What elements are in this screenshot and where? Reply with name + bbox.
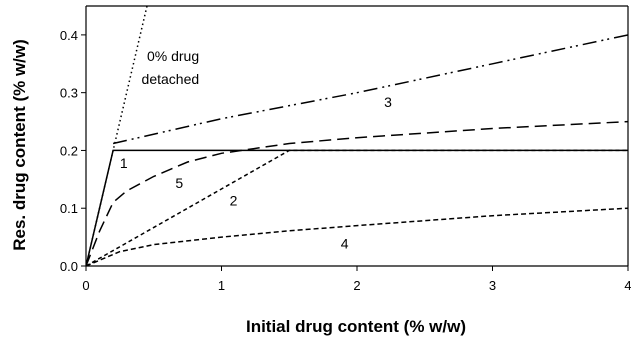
curve-2 [86, 149, 628, 266]
annotations-layer: 0% drug detached 1 2 3 4 5 [120, 48, 392, 252]
x-tick-label: 4 [624, 278, 631, 293]
annotation-label: 5 [175, 175, 183, 191]
y-tick-label: 0.2 [60, 143, 78, 158]
x-tick-label: 1 [218, 278, 225, 293]
y-tick-label: 0.1 [60, 201, 78, 216]
annotation-label: 2 [230, 192, 238, 208]
curves-layer [86, 6, 628, 266]
y-axis-title: Res. drug content (% w/w) [10, 39, 29, 251]
y-tick-label: 0.3 [60, 86, 78, 101]
curve-3 [86, 149, 628, 266]
annotation-label: 1 [120, 155, 128, 171]
y-tick-label: 0.0 [60, 259, 78, 274]
annotation-label: 4 [341, 236, 349, 252]
plot-frame [85, 5, 629, 267]
annotation-label: 3 [384, 94, 392, 110]
annotation-label: 0% drug [147, 48, 199, 64]
x-tick-label: 3 [489, 278, 496, 293]
curve-4 [112, 34, 628, 145]
y-tick-label: 0.4 [60, 28, 78, 43]
x-axis-title: Initial drug content (% w/w) [246, 317, 466, 336]
annotation-label: detached [142, 71, 200, 87]
x-tick-label: 2 [353, 278, 360, 293]
x-tick-label: 0 [82, 278, 89, 293]
curve-6 [86, 120, 628, 266]
curve-5 [86, 207, 628, 266]
ticks-layer: 0 1 2 3 4 0.0 0.1 0.2 0.3 0.4 [60, 28, 631, 293]
